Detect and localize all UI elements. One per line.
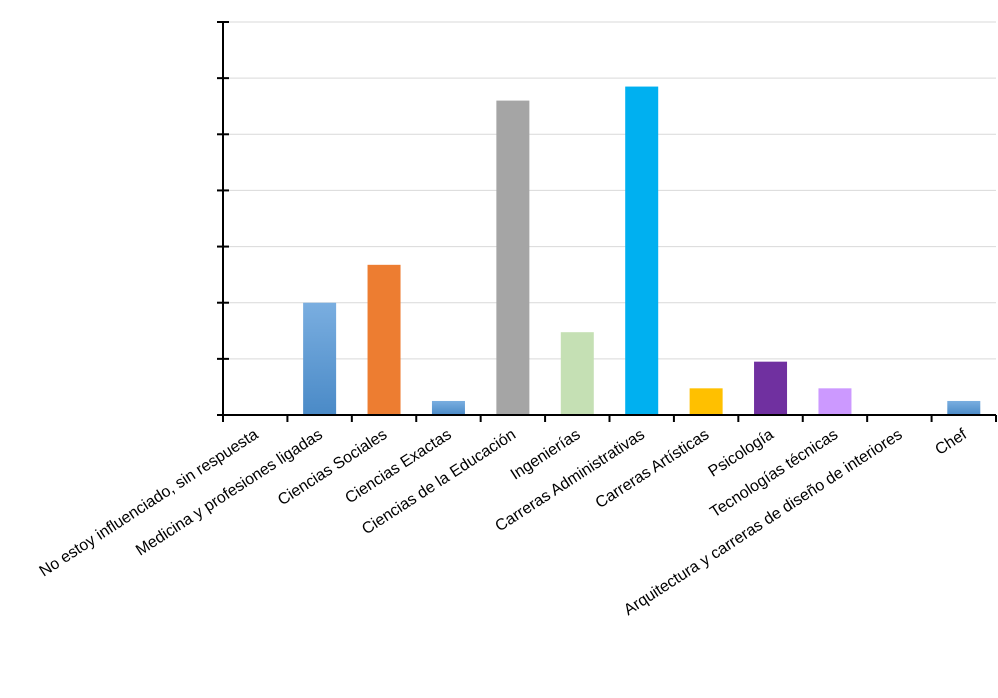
x-tick-label: Ciencias Sociales <box>275 426 390 509</box>
bar-5 <box>496 100 530 415</box>
bar-6 <box>560 332 594 415</box>
bar-3 <box>367 264 401 415</box>
x-tick-label: Chef <box>932 426 970 459</box>
bar-7 <box>625 86 659 416</box>
bar-12 <box>947 400 981 415</box>
x-tick-label: Ciencias Exactas <box>342 426 454 507</box>
bar-10 <box>818 388 852 415</box>
bar-2 <box>303 302 337 415</box>
bars <box>303 86 981 416</box>
bar-8 <box>689 388 723 415</box>
bar-4 <box>431 400 465 415</box>
bar-9 <box>754 361 788 415</box>
x-tick-label: Carreras Artísticas <box>593 426 713 512</box>
gridlines <box>223 21 996 360</box>
axes <box>217 21 997 422</box>
category-labels: No estoy influenciado, sin respuestaMedi… <box>37 426 971 619</box>
